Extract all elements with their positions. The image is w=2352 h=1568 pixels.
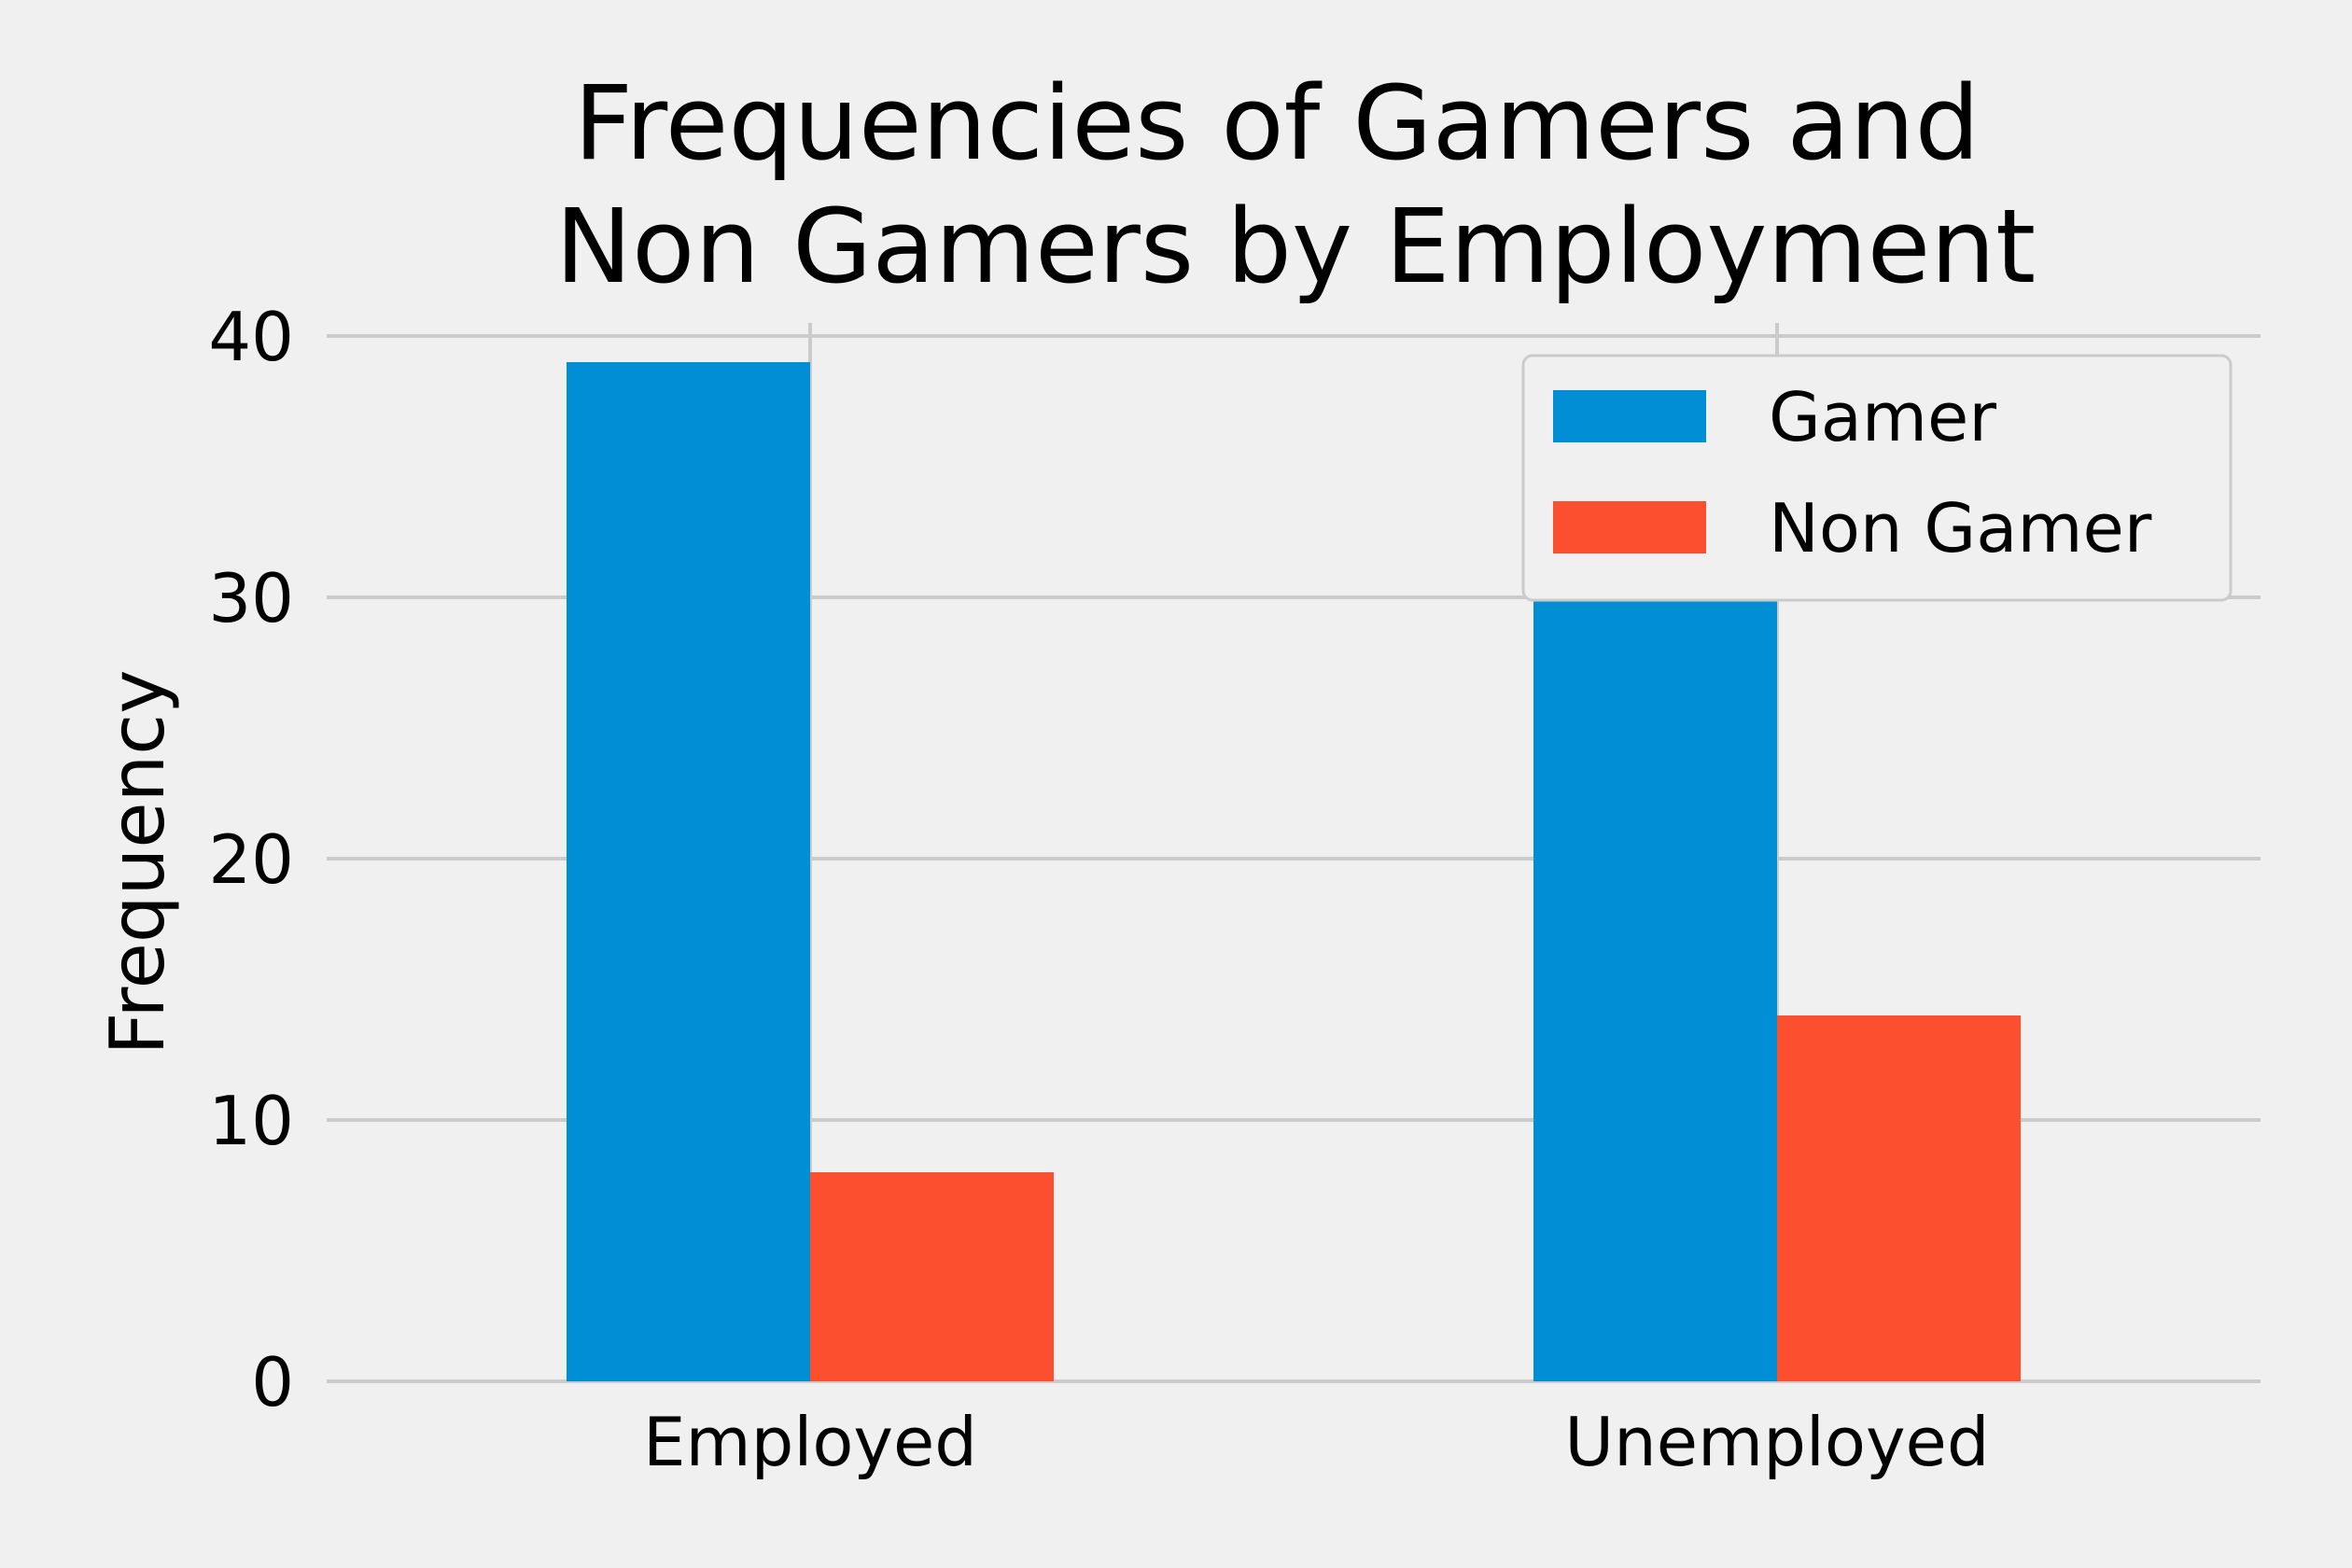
y-tick-label-10: 10 [208,1082,294,1160]
legend-label-gamer: Gamer [1769,378,1996,456]
legend: Gamer Non Gamer [1521,354,2233,602]
bar-gamer-unemployed [1533,597,1777,1381]
y-tick-label-0: 0 [251,1343,294,1421]
bar-gamer-employed [567,362,810,1381]
y-tick-labels: 0 10 20 30 40 [208,298,294,1421]
legend-swatch-gamer [1553,390,1706,442]
legend-swatch-non-gamer [1553,501,1706,553]
y-tick-label-20: 20 [208,820,294,899]
y-tick-label-30: 30 [208,559,294,637]
y-tick-label-40: 40 [208,298,294,376]
x-tick-label-unemployed: Unemployed [1564,1403,1989,1481]
x-tick-label-employed: Employed [643,1403,977,1481]
chart-title-line-2: Non Gamers by Employment [555,187,2036,306]
x-tick-labels: Employed Unemployed [643,1403,1990,1481]
chart-title-line-1: Frequencies of Gamers and [574,63,1981,183]
legend-label-non-gamer: Non Gamer [1769,489,2152,567]
y-axis-label: Frequency [94,669,181,1055]
bar-non-gamer-unemployed [1777,1015,2021,1381]
bars [567,362,2021,1381]
bar-non-gamer-employed [810,1172,1054,1381]
